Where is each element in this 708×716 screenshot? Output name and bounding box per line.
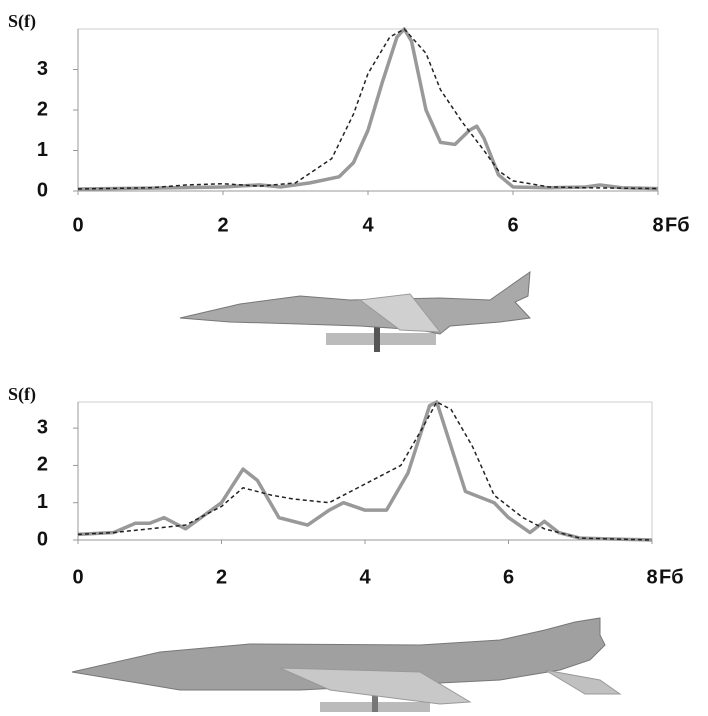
x-tick-label: 4 xyxy=(359,566,371,588)
y-tick-label: 2 xyxy=(37,454,48,476)
data-line xyxy=(77,400,653,542)
y-tick-label: 3 xyxy=(37,58,48,80)
y-axis-label: S(f) xyxy=(8,384,36,405)
aircraft-photo xyxy=(179,270,532,352)
data-line xyxy=(77,28,659,190)
x-tick-label: 2 xyxy=(217,214,228,236)
data-line xyxy=(77,27,659,191)
x-tick-label: 2 xyxy=(216,566,227,588)
x-tick-label: 6 xyxy=(507,214,518,236)
aircraft-photo xyxy=(71,617,622,712)
plot-frame xyxy=(78,28,659,191)
y-tick-label: 1 xyxy=(37,139,48,161)
x-tick-label: 8 xyxy=(652,214,663,236)
y-tick-label: 0 xyxy=(37,528,48,550)
x-tick-label: 8 xyxy=(646,566,657,588)
y-tick-label: 1 xyxy=(37,491,48,513)
y-tick-label: 3 xyxy=(37,416,48,438)
x-tick-label: 6 xyxy=(503,566,514,588)
y-axis-label: S(f) xyxy=(8,11,36,32)
plot-frame xyxy=(78,401,653,540)
y-tick-label: 0 xyxy=(37,179,48,201)
x-tick-label: 0 xyxy=(72,214,83,236)
x-axis-label: Fб xyxy=(659,566,684,588)
data-line xyxy=(77,401,653,541)
x-axis-label: Fб xyxy=(665,214,690,236)
x-tick-label: 0 xyxy=(72,566,83,588)
x-tick-label: 4 xyxy=(362,214,374,236)
y-tick-label: 2 xyxy=(37,98,48,120)
